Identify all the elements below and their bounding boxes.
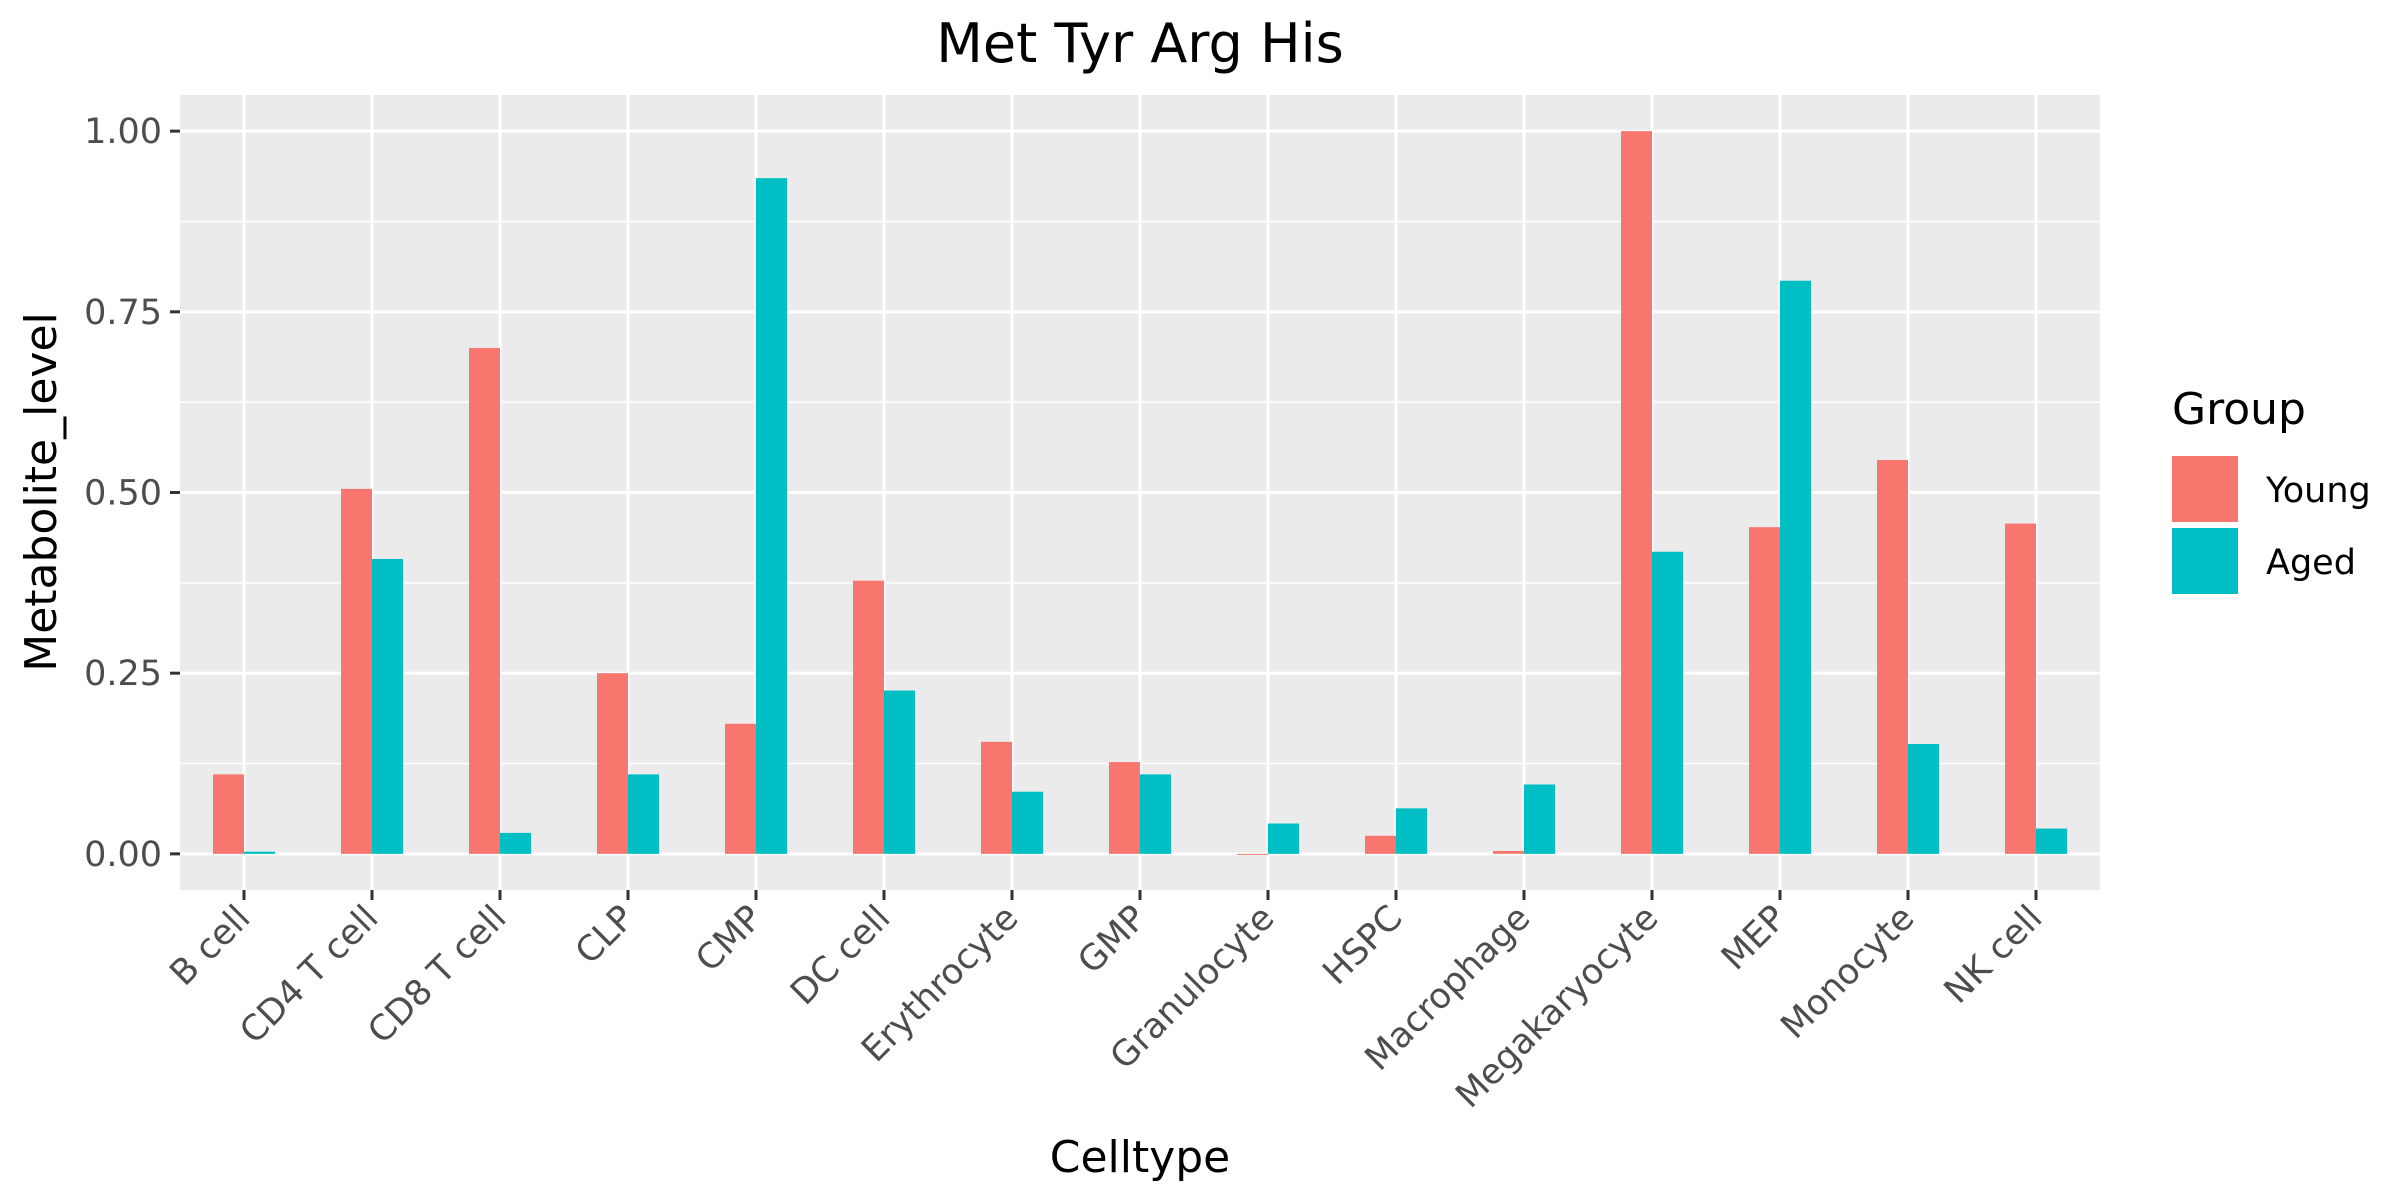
bar-young <box>597 673 628 854</box>
y-axis-title: Metabolite_level <box>16 312 67 672</box>
bar-young <box>1877 459 1908 854</box>
bar-young <box>1237 853 1268 855</box>
bar-young <box>1365 835 1396 854</box>
bar-aged <box>372 558 403 854</box>
bars-group <box>213 131 2067 855</box>
bar-aged <box>756 178 787 854</box>
bar-young <box>725 723 756 854</box>
bar-young <box>1493 850 1524 854</box>
bar-young <box>853 580 884 854</box>
bar-aged <box>500 832 531 854</box>
bar-young <box>213 774 244 854</box>
legend-swatch-aged <box>2172 528 2238 594</box>
y-axis: 0.00 0.25 0.50 0.75 1.00 <box>84 112 180 875</box>
y-tick-label: 0.25 <box>84 654 162 694</box>
bar-young <box>1109 762 1140 854</box>
legend-label-aged: Aged <box>2266 543 2356 583</box>
legend: Group Young Aged <box>2172 384 2371 594</box>
y-tick-label: 1.00 <box>84 112 162 152</box>
x-axis-title: Celltype <box>1050 1132 1231 1183</box>
bar-aged <box>884 690 915 854</box>
bar-aged <box>1780 280 1811 854</box>
bar-aged <box>628 774 659 854</box>
bar-young <box>981 741 1012 854</box>
bar-young <box>2005 523 2036 854</box>
bar-aged <box>1652 551 1683 854</box>
bar-aged <box>1524 784 1555 854</box>
chart-title: Met Tyr Arg His <box>936 12 1343 75</box>
bar-aged <box>1908 744 1939 854</box>
bar-aged <box>1268 823 1299 854</box>
bar-aged <box>244 851 275 854</box>
y-tick-label: 0.50 <box>84 474 162 514</box>
y-tick-label: 0.75 <box>84 293 162 333</box>
bar-aged <box>1140 774 1171 854</box>
bar-young <box>469 347 500 854</box>
bar-young <box>1621 131 1652 854</box>
legend-label-young: Young <box>2265 471 2371 511</box>
bar-aged <box>1396 808 1427 854</box>
bar-aged <box>1012 791 1043 854</box>
y-tick-label: 0.00 <box>84 835 162 875</box>
legend-swatch-young <box>2172 456 2238 522</box>
bar-young <box>1749 527 1780 854</box>
bar-young <box>341 488 372 854</box>
bar-aged <box>2036 828 2067 854</box>
legend-title: Group <box>2172 384 2306 435</box>
